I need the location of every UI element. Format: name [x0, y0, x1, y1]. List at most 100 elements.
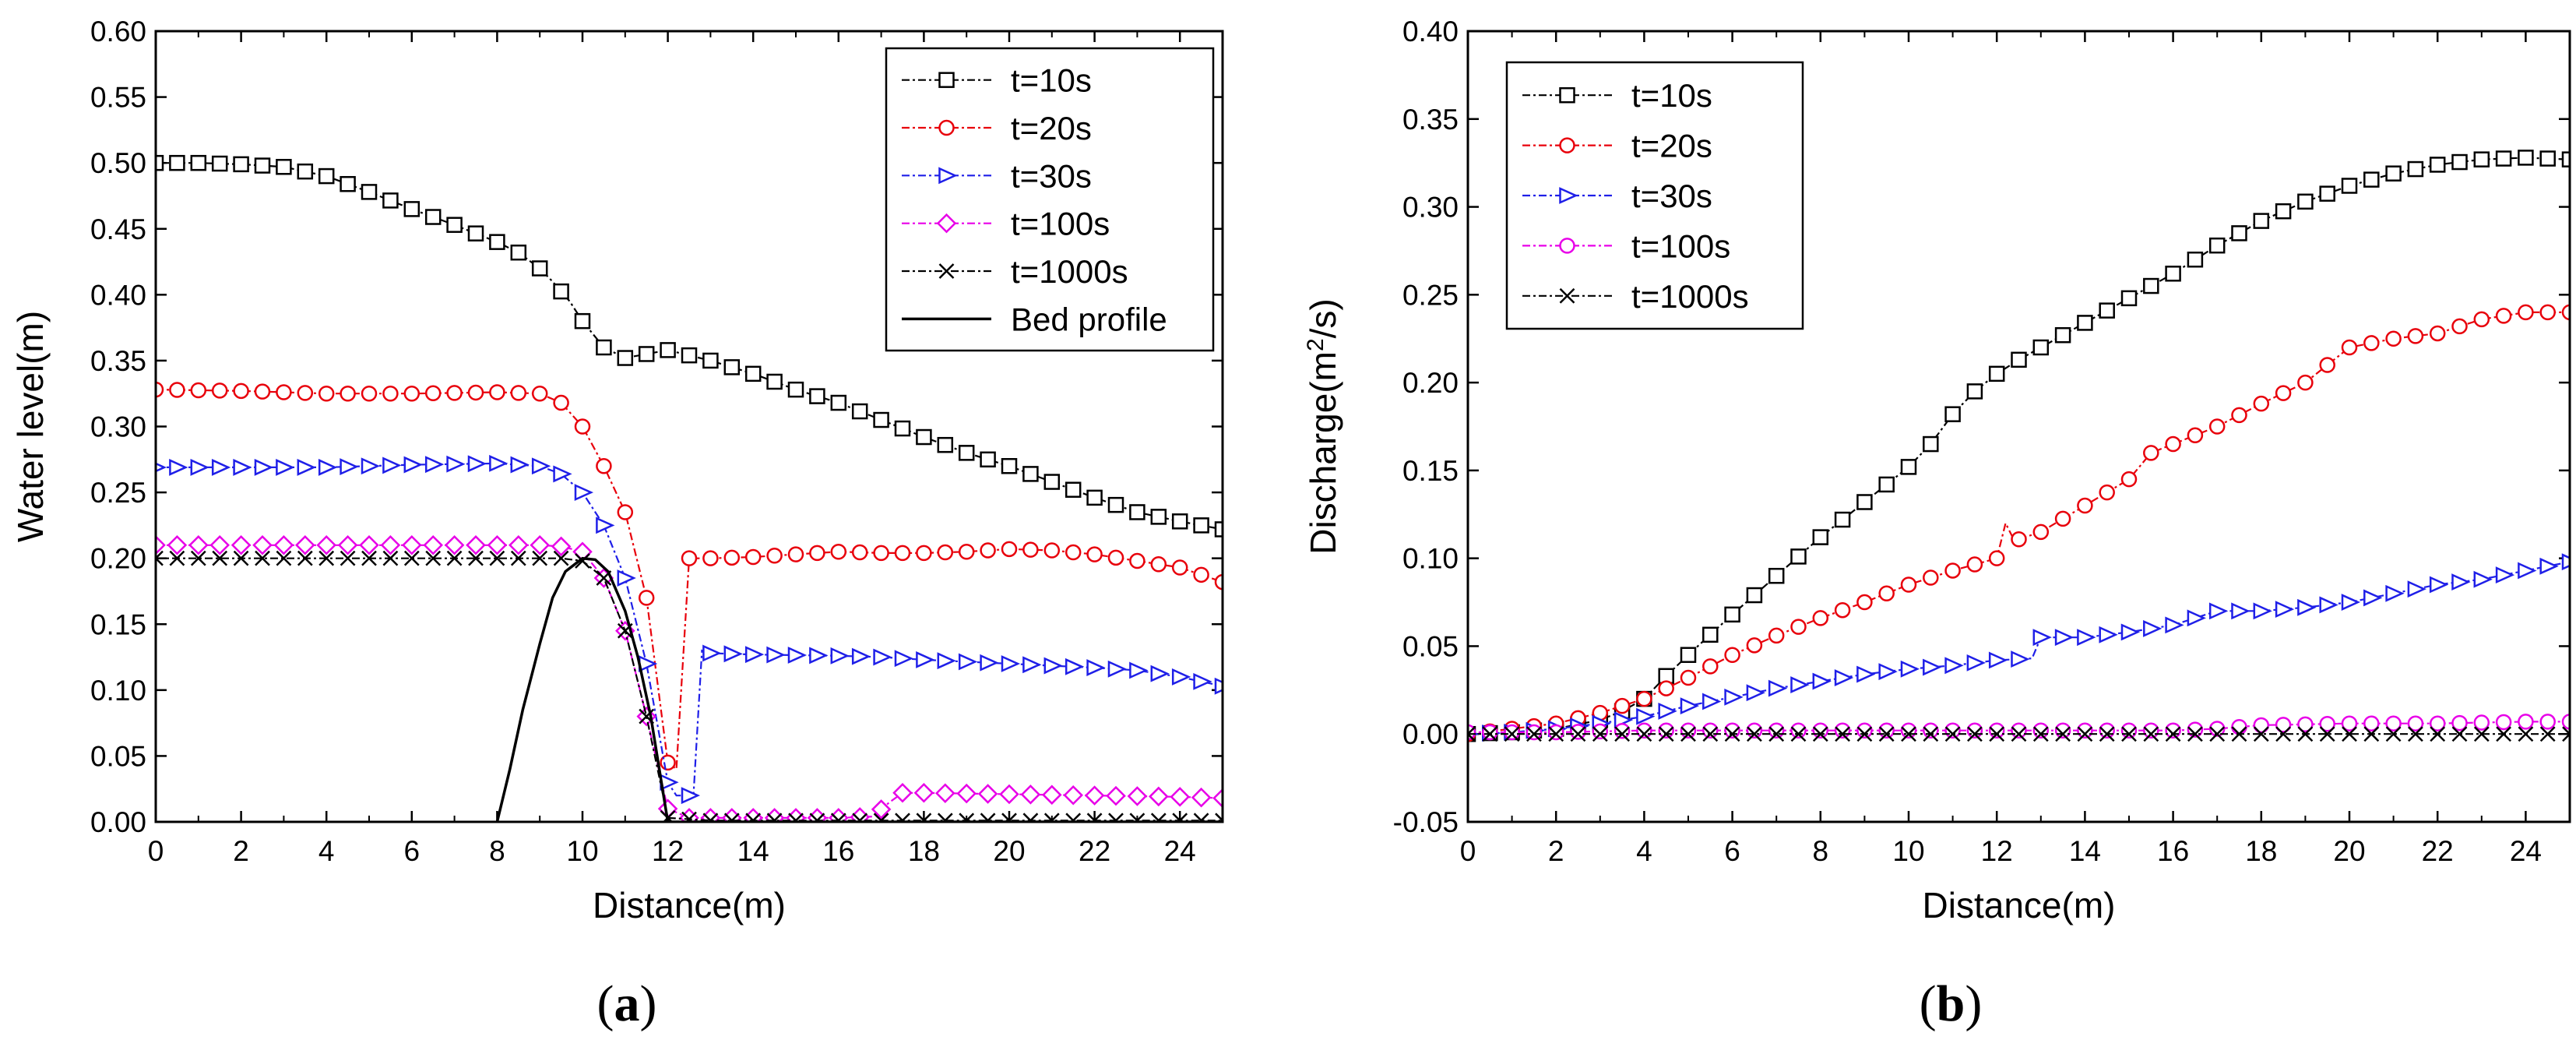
legend: t=10s t=20s t=30s t=100s t=1000s Bed profile — [885, 47, 1215, 352]
x-tick-label: 22 — [1079, 835, 1110, 867]
data-point — [2319, 596, 2338, 614]
data-point — [1944, 406, 1961, 422]
data-point — [1043, 474, 1061, 490]
data-point — [359, 534, 379, 555]
data-point — [2032, 524, 2050, 541]
data-point — [913, 783, 934, 803]
data-point — [916, 545, 932, 562]
x-tick-label: 4 — [318, 835, 335, 867]
data-point — [530, 534, 550, 555]
data-point — [467, 384, 484, 401]
series-Bed profile — [495, 556, 1223, 822]
data-point — [1468, 726, 1476, 742]
data-point — [1901, 726, 1916, 742]
data-point — [156, 550, 164, 566]
data-point — [2143, 619, 2163, 637]
data-point — [722, 808, 742, 822]
chart-panel-b: 0 2 4 6 8 10 12 14 16 18 20 22 24-0.050.000.050.100.… — [1303, 16, 2571, 1032]
data-point — [2054, 629, 2075, 647]
data-point — [446, 385, 463, 401]
data-point — [1065, 481, 1082, 498]
data-point — [1768, 726, 1785, 742]
data-point — [1989, 726, 2005, 742]
data-point — [2187, 251, 2204, 268]
data-point — [361, 385, 378, 402]
data-point — [1790, 676, 1810, 693]
panel-letter: b — [1937, 975, 1965, 1032]
data-point — [2275, 601, 2295, 619]
data-point — [2539, 557, 2559, 575]
panel-label: (a) — [597, 975, 657, 1032]
data-point — [574, 312, 591, 330]
x-tick-label: 0 — [1460, 835, 1476, 867]
data-point — [1086, 489, 1103, 506]
data-point — [489, 384, 505, 400]
x-tick-label: 10 — [1892, 835, 1924, 867]
data-point — [1834, 669, 1854, 686]
data-point — [212, 550, 228, 566]
data-point — [2187, 427, 2204, 444]
data-point — [509, 534, 529, 555]
data-point — [255, 550, 270, 566]
data-point — [156, 381, 164, 398]
data-point — [956, 783, 977, 804]
data-point — [1878, 476, 1895, 493]
data-point — [1812, 726, 1828, 742]
data-point — [2407, 580, 2426, 598]
data-point — [340, 458, 359, 476]
data-point — [424, 209, 442, 225]
data-point — [156, 154, 164, 171]
y-tick-label: 0.20 — [90, 543, 146, 575]
y-tick-label: 0.10 — [90, 675, 146, 707]
data-point — [1171, 513, 1188, 530]
y-tick-label: 0.25 — [90, 477, 146, 509]
data-point — [2496, 726, 2511, 742]
data-point — [1001, 655, 1021, 672]
data-point — [1812, 610, 1829, 626]
data-point — [1022, 466, 1039, 482]
data-point — [403, 201, 421, 217]
data-point — [252, 534, 273, 555]
data-point — [2054, 722, 2071, 739]
data-point — [2120, 471, 2138, 488]
data-point — [190, 459, 209, 476]
x-tick-label: 0 — [148, 835, 164, 867]
data-point — [1022, 656, 1042, 674]
data-point — [596, 339, 612, 356]
data-point — [1636, 707, 1656, 725]
data-point — [2055, 726, 2071, 742]
data-point — [937, 544, 954, 561]
data-point — [1680, 726, 1696, 742]
data-point — [2297, 726, 2314, 742]
data-point — [829, 808, 849, 822]
data-point — [318, 167, 335, 185]
series-line — [1468, 561, 2570, 735]
data-point — [467, 225, 484, 241]
data-point — [2451, 714, 2468, 731]
data-point — [340, 550, 356, 566]
data-point — [2032, 339, 2050, 356]
panel-paren: ( — [597, 975, 614, 1032]
data-point — [2319, 726, 2335, 742]
data-point — [660, 342, 676, 358]
data-point — [935, 783, 955, 803]
data-point — [318, 459, 338, 476]
data-point — [1043, 542, 1061, 559]
panel-letter: a — [614, 975, 640, 1032]
data-point — [233, 550, 249, 566]
data-point — [297, 163, 314, 180]
data-point — [1570, 724, 1586, 740]
x-tick-label: 12 — [1981, 835, 2013, 867]
legend-marker — [1559, 238, 1575, 254]
data-point — [1212, 788, 1223, 809]
legend-marker — [936, 213, 957, 234]
x-tick-label: 6 — [1724, 835, 1740, 867]
y-axis-label-main: Discharge(m — [1303, 351, 1343, 555]
data-point — [382, 192, 399, 209]
data-point — [2363, 171, 2380, 188]
data-point — [596, 458, 612, 474]
data-point — [1812, 722, 1829, 739]
data-point — [211, 155, 228, 172]
data-point — [2495, 566, 2515, 584]
data-point — [337, 534, 358, 555]
